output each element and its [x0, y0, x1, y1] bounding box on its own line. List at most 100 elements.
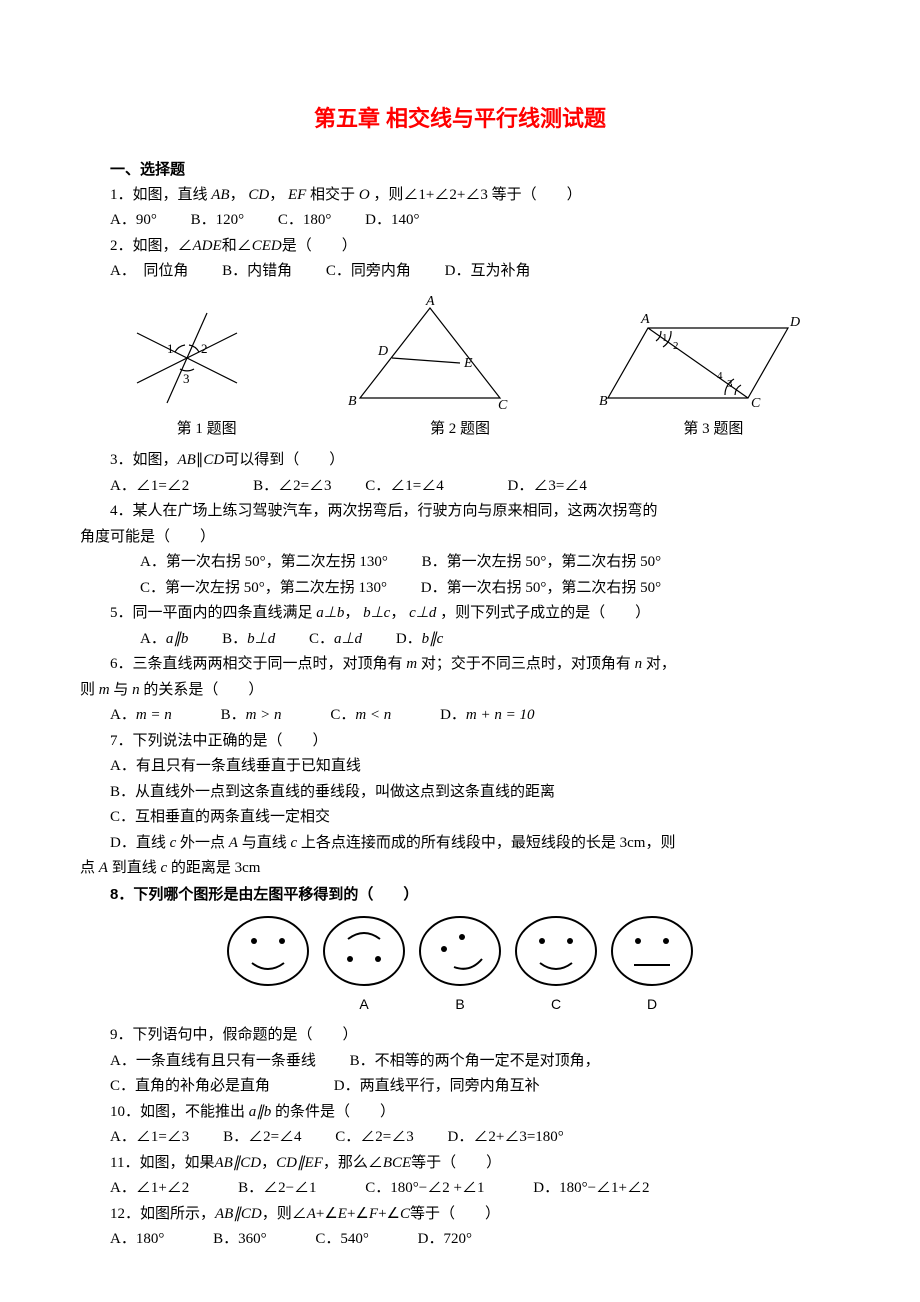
q12-mid: ，则∠	[262, 1206, 307, 1222]
q4-opt-row2: C．第一次左拐 50°，第二次左拐 130° D．第一次右拐 50°，第二次右拐…	[80, 576, 840, 602]
q3-ab: AB	[178, 452, 196, 468]
q8-labB: B	[414, 993, 506, 1017]
q2-ced: CED	[252, 238, 282, 254]
q7-optD-cont: 点 A 到直线 c 的距离是 3cm	[80, 856, 840, 882]
fig2: A B C D E	[330, 293, 520, 413]
q8-faces: A B C	[80, 913, 840, 1017]
q2-ade: ADE	[193, 238, 222, 254]
q1-optD: D．140°	[365, 212, 419, 228]
q12-a: A	[307, 1206, 316, 1222]
figcap1: 第 1 题图	[177, 417, 237, 443]
q8-stem: 8．下列哪个图形是由左图平移得到的（ ）	[80, 882, 840, 908]
q7-d7: 的距离是 3cm	[171, 860, 261, 876]
q11-p2: CD∥EF	[276, 1155, 323, 1171]
q7-optA: A．有且只有一条直线垂直于已知直线	[80, 754, 840, 780]
q9-optD: D．两直线平行，同旁内角互补	[334, 1078, 540, 1094]
q5-tail: ，则下列式子成立的是（ ）	[440, 605, 650, 621]
q11-options: A．∠1+∠2 B．∠2−∠1 C．180°−∠2 +∠1 D．180°−∠1+…	[80, 1176, 840, 1202]
fig3: A D B C 1 2 3 4	[593, 303, 803, 413]
q7-c2: c	[290, 835, 297, 851]
svg-text:1: 1	[662, 332, 668, 344]
q7-a: A	[229, 835, 238, 851]
q1-t2: 相交于	[310, 187, 355, 203]
q8-labD: D	[606, 993, 698, 1017]
q7-c1: c	[170, 835, 177, 851]
q8-face-D: D	[606, 913, 698, 1017]
q6-optD: D．	[440, 707, 466, 723]
q2-tail: 是（ ）	[282, 238, 357, 254]
q7-d4: 上各点连接而成的所有线段中，最短线段的长是 3cm，则	[301, 835, 676, 851]
q11-optD: D．180°−∠1+∠2	[533, 1180, 649, 1196]
q6-l2c: 的关系是（ ）	[143, 682, 263, 698]
figcap2: 第 2 题图	[430, 417, 490, 443]
q12-plus2: +∠	[347, 1206, 369, 1222]
q3-optC: C．∠1=∠4	[365, 478, 443, 494]
q4-optB: B．第一次左拐 50°，第二次右拐 50°	[422, 554, 662, 570]
svg-text:C: C	[751, 396, 761, 411]
svg-text:4: 4	[717, 370, 723, 382]
diagram-row: 1 2 3 A B C D E A	[80, 293, 840, 413]
q1-optA: A．90°	[110, 212, 157, 228]
q1-ab: AB	[211, 187, 229, 203]
q1-t3: ，则∠1+∠2+∠3 等于（ ）	[373, 187, 581, 203]
q12-f: F	[369, 1206, 378, 1222]
q9-optC: C．直角的补角必是直角	[110, 1078, 270, 1094]
q6-m: m	[406, 656, 417, 672]
svg-text:C: C	[498, 398, 508, 413]
q12-optD: D．720°	[418, 1231, 472, 1247]
svg-text:D: D	[789, 315, 800, 330]
q5-r2: b⊥c	[363, 605, 390, 621]
q4-line1: 4．某人在广场上练习驾驶汽车，两次拐弯后，行驶方向与原来相同，这两次拐弯的	[80, 499, 840, 525]
q6-n2: n	[132, 682, 140, 698]
q1-optB: B．120°	[191, 212, 245, 228]
q8-face-B: B	[414, 913, 506, 1017]
svg-text:B: B	[599, 394, 608, 409]
q11-stem: 11．如图，如果AB∥CD，CD∥EF，那么∠BCE等于（ ）	[80, 1151, 840, 1177]
q4-optC: C．第一次左拐 50°，第二次左拐 130°	[140, 580, 387, 596]
svg-text:A: A	[640, 312, 650, 327]
q4-optA: A．第一次右拐 50°，第二次左拐 130°	[140, 554, 388, 570]
diagram-labels: 第 1 题图 第 2 题图 第 3 题图	[80, 417, 840, 443]
q6-optA: A．	[110, 707, 136, 723]
q1-t1: 1．如图，直线	[110, 187, 208, 203]
q5-stem: 5．同一平面内的四条直线满足 a⊥b， b⊥c， c⊥d ，则下列式子成立的是（…	[80, 601, 840, 627]
q7-optB: B．从直线外一点到这条直线的垂线段，叫做这点到这条直线的距离	[80, 780, 840, 806]
svg-text:A: A	[425, 294, 435, 309]
q10-optC: C．∠2=∠3	[335, 1129, 413, 1145]
q9-optB: B．不相等的两个角一定不是对顶角，	[350, 1053, 600, 1069]
q2-options: A． 同位角 B．内错角 C．同旁内角 D．互为补角	[80, 259, 840, 285]
page-container: 第五章 相交线与平行线测试题 一、选择题 1．如图，直线 AB， CD， EF …	[0, 0, 920, 1293]
q6-optB: B．	[221, 707, 246, 723]
q7-d3: 与直线	[242, 835, 287, 851]
q1-o: O	[359, 187, 370, 203]
q11-bce: BCE	[383, 1155, 411, 1171]
q7-optD: D．直线 c 外一点 A 与直线 c 上各点连接而成的所有线段中，最短线段的长是…	[80, 831, 840, 857]
q8-face-ref	[222, 913, 314, 1017]
q10-options: A．∠1=∠3 B．∠2=∠4 C．∠2=∠3 D．∠2+∠3=180°	[80, 1125, 840, 1151]
q12-plus: +∠	[316, 1206, 338, 1222]
svg-text:2: 2	[673, 340, 679, 352]
q6-eqB: m > n	[246, 707, 282, 723]
q5-optA: A．A．a∥ba∥b	[140, 631, 188, 647]
svg-text:E: E	[463, 356, 473, 371]
q6-eqA: m = n	[136, 707, 172, 723]
q2-stem: 2．如图，∠ADE和∠CED是（ ）	[80, 234, 840, 260]
q6-optC: C．	[330, 707, 355, 723]
q6-line1: 6．三条直线两两相交于同一点时，对顶角有 m 对；交于不同三点时，对顶角有 n …	[80, 652, 840, 678]
q12-stem: 12．如图所示，AB∥CD，则∠A+∠E+∠F+∠C等于（ ）	[80, 1202, 840, 1228]
svg-text:D: D	[377, 344, 388, 359]
q5-r3: c⊥d	[409, 605, 436, 621]
q6-l1a: 6．三条直线两两相交于同一点时，对顶角有	[110, 656, 403, 672]
q11-mid: ，那么∠	[323, 1155, 383, 1171]
q11-optC: C．180°−∠2 +∠1	[365, 1180, 484, 1196]
q7-stem: 7．下列说法中正确的是（ ）	[80, 729, 840, 755]
q9-stem: 9．下列语句中，假命题的是（ ）	[80, 1023, 840, 1049]
q5-optC: C．a⊥d	[309, 631, 362, 647]
fig1: 1 2 3	[117, 303, 257, 413]
svg-text:3: 3	[727, 378, 733, 390]
q5-optB: B．b⊥d	[222, 631, 275, 647]
q1-stem: 1．如图，直线 AB， CD， EF 相交于 O ，则∠1+∠2+∠3 等于（ …	[80, 183, 840, 209]
q11-tail: 等于（ ）	[411, 1155, 501, 1171]
q10-tail: 的条件是（ ）	[275, 1104, 395, 1120]
q2-t1: 2．如图，∠	[110, 238, 193, 254]
